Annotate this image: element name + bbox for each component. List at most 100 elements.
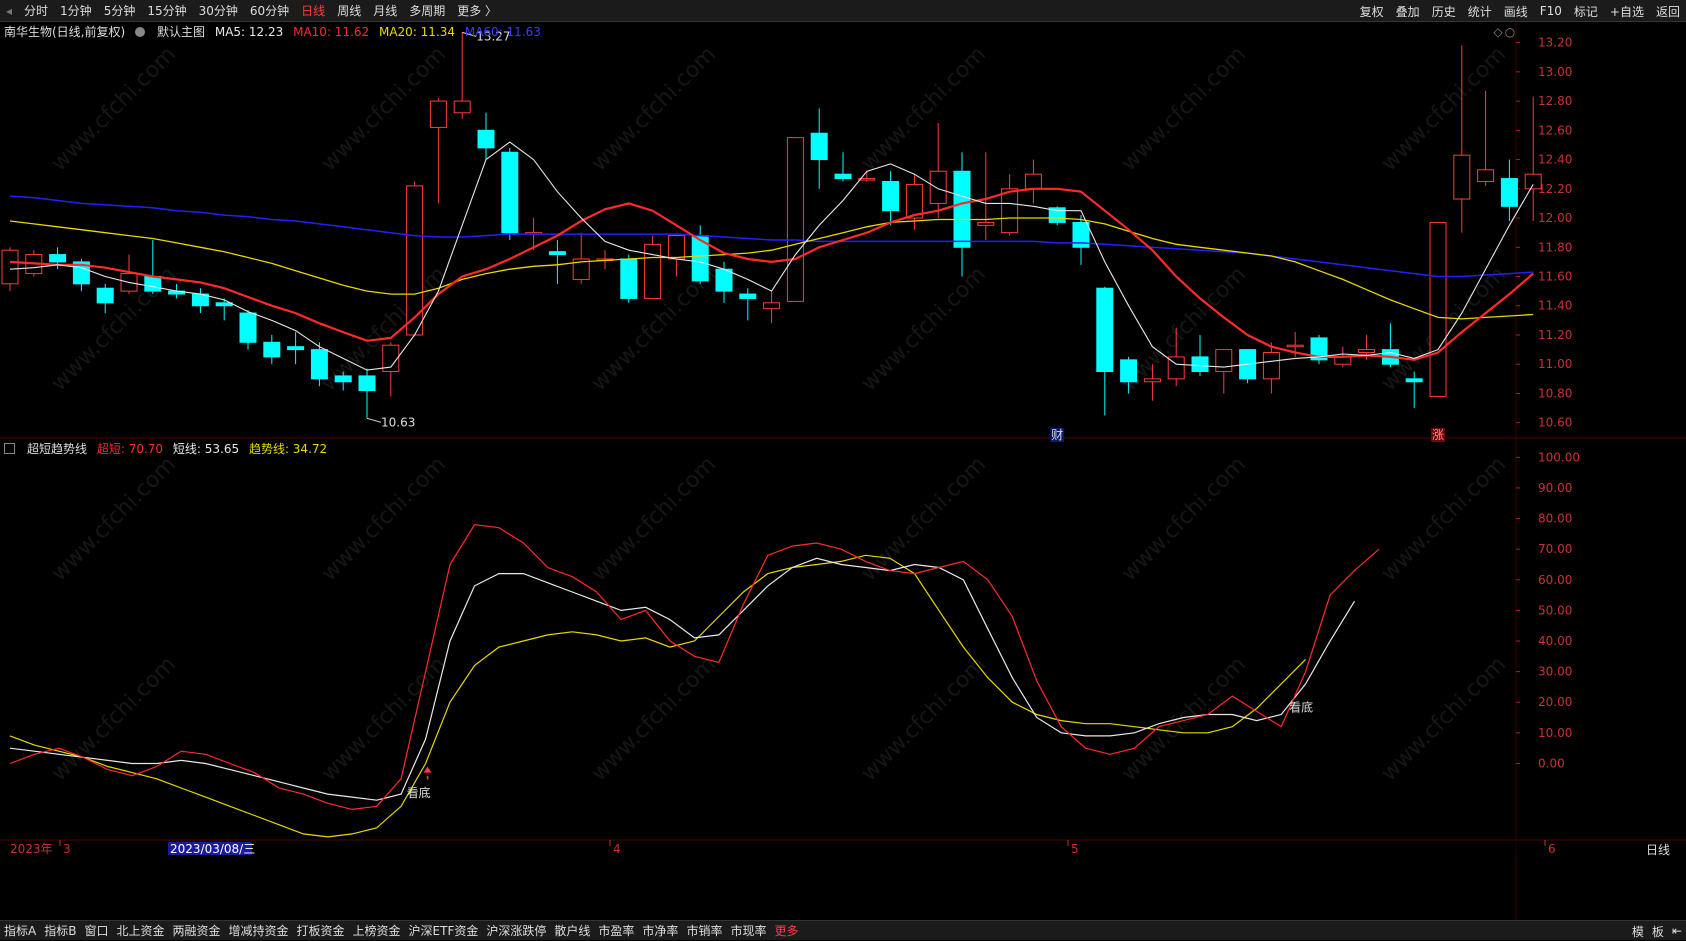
period-tab[interactable]: 分时 [24,4,49,18]
candle-body [1405,378,1423,383]
candle-body [882,180,900,212]
candle-body [905,183,923,219]
price-tick-label: 12.40 [1538,153,1572,167]
diamond-icon: ◇ [1493,25,1503,39]
chaoduan-line [9,524,1380,811]
toolbar-button[interactable]: 画线 [1503,4,1528,19]
toolbar-button[interactable]: F10 [1539,4,1562,18]
indicator-tab[interactable]: 北上资金 [116,924,165,938]
candle-body [382,344,400,373]
bottom-tool-button[interactable]: 模 [1631,924,1644,939]
kandi-label-1: 看底 [407,785,431,800]
indicator-tab[interactable]: 市盈率 [598,924,635,938]
scroll-handle-icon[interactable]: ⇤ [1671,924,1682,938]
period-tab[interactable]: 15分钟 [147,4,187,18]
indicator-tab[interactable]: 更多 [774,924,799,938]
toolbar-button[interactable]: 返回 [1655,4,1680,19]
indicator-tab[interactable]: 市销率 [686,924,723,938]
period-tab[interactable]: 更多 〉 [457,4,498,18]
watermark-text: www.cfchi.com [1377,42,1511,176]
price-tick-label: 10.80 [1538,386,1572,400]
indicator-tick-label: 100.00 [1538,450,1580,464]
candle-body [477,129,495,149]
indicator-tick-label: 60.00 [1538,573,1572,587]
period-toolbar: ◂ 分时 1分钟 5分钟 15分钟 30分钟 60分钟 日线 周线 月线 多周期 更多 〉 复权 叠加… [0,0,1686,22]
indicator-tab[interactable]: 市现率 [730,924,767,938]
chart-settings-icon[interactable] [135,25,151,39]
toolbar-button[interactable]: +自选 [1609,4,1644,19]
month-label: 4 [613,842,621,856]
candle-body [644,243,662,299]
candle-body [548,251,566,256]
indicator-tab[interactable]: 两融资金 [172,924,221,938]
candle-body [334,375,352,383]
watermark-text: www.cfchi.com [47,452,181,586]
ma60-value: MA60: 11.63 [464,25,541,39]
indicator-tab[interactable]: 指标B [44,924,77,938]
candle-body [1334,356,1352,365]
period-tab[interactable]: 30分钟 [198,4,238,18]
price-tick-label: 12.80 [1538,94,1572,108]
candle-body [96,287,114,304]
price-tick-label: 13.00 [1538,65,1572,79]
indicator-close-icon[interactable] [4,442,21,456]
chart-canvas[interactable]: 13.20 13.00 12.80 12.60 12.40 12.20 12.00 11.80… [0,22,1686,920]
candle-body [429,100,447,128]
indicator-tab[interactable]: 沪深涨跌停 [486,924,547,938]
main-chart-name[interactable]: 默认主图 [157,25,206,39]
indicator-name[interactable]: 超短趋势线 [27,442,88,456]
price-tick-label: 11.20 [1538,328,1572,342]
indicator-tab[interactable]: 窗口 [84,924,109,938]
candle-body [1096,287,1114,373]
candle-body [49,254,67,263]
candle-body [310,349,328,380]
candle-body [358,375,376,392]
toolbar-button[interactable]: 复权 [1359,4,1384,19]
watermark-text: www.cfchi.com [857,42,991,176]
period-tab[interactable]: 月线 [373,4,398,18]
ma10-line [9,187,1534,361]
indicator-tab[interactable]: 散户线 [554,924,591,938]
toolbar-button[interactable]: 叠加 [1395,4,1420,19]
indicator-tab[interactable]: 沪深ETF资金 [408,924,479,938]
price-tick-label: 11.80 [1538,240,1572,254]
price-tick-label: 11.00 [1538,357,1572,371]
indicator-tab[interactable]: 市净率 [642,924,679,938]
high-marker-arrow [462,31,477,37]
ma5-line [9,141,1534,371]
indicator-tab[interactable]: 增减持资金 [228,924,289,938]
bottom-tool-button[interactable]: 板 [1651,924,1664,939]
indicator-tab[interactable]: 上榜资金 [352,924,401,938]
candle-body [1191,356,1209,373]
period-tab[interactable]: 60分钟 [249,4,290,18]
zhang-marker-bg [1431,428,1445,442]
high-price-label: 13.27 [476,29,510,43]
period-tab[interactable]: 日线 [301,4,326,18]
toolbar-button[interactable]: 统计 [1467,4,1492,19]
watermark-text: www.cfchi.com [47,42,181,176]
period-tab[interactable]: 多周期 [409,4,446,18]
candle-body [1286,344,1304,348]
price-tick-label: 12.00 [1538,211,1572,225]
period-tab[interactable]: 5分钟 [103,4,136,18]
period-tabs: 分时 1分钟 5分钟 15分钟 30分钟 60分钟 日线 周线 月线 多周期 更多 〉 [18,2,503,19]
candle-body [1,249,19,285]
date-highlight-bg [168,842,252,855]
period-tab[interactable]: 周线 [337,4,362,18]
watermark-text: www.cfchi.com [857,652,991,786]
candle-body [977,221,995,226]
indicator-tick-label: 90.00 [1538,481,1572,495]
candle-body [453,100,471,114]
indicator-tab[interactable]: 打板资金 [296,924,345,938]
watermark-text: www.cfchi.com [857,262,991,396]
indicator-tab[interactable]: 指标A [4,924,37,938]
duanxian-line [9,557,1356,801]
watermark-text: www.cfchi.com [317,452,451,586]
toolbar-button[interactable]: 标记 [1573,4,1598,19]
watermark-text: www.cfchi.com [587,42,721,176]
indicator-legend: 超短趋势线 超短: 70.70 短线: 53.65 趋势线: 34.72 [4,440,333,457]
period-tab[interactable]: 1分钟 [60,4,92,18]
indicator-tick-label: 10.00 [1538,726,1572,740]
window-menu-icon[interactable]: ◂ [6,3,13,18]
toolbar-button[interactable]: 历史 [1431,4,1456,19]
